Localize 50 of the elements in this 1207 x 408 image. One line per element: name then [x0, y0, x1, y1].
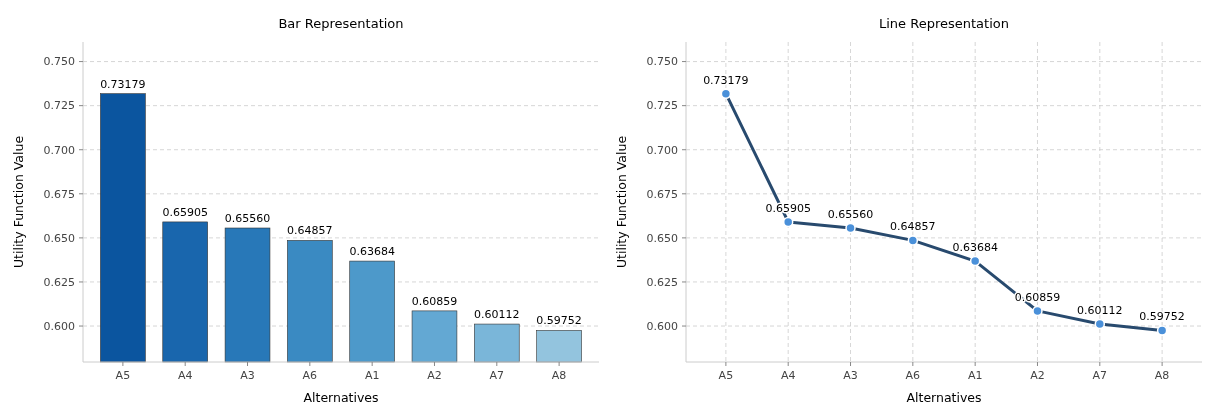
x-tick-label: A6 [302, 369, 318, 382]
y-tick-label: 0.700 [43, 143, 75, 157]
data-label: 0.60112 [474, 308, 520, 322]
y-axis-title: Utility Function Value [11, 135, 26, 269]
x-tick-label: A1 [967, 369, 983, 382]
x-tick-label: A5 [718, 369, 734, 382]
x-tick-label: A2 [1030, 369, 1045, 382]
data-label: 0.65560 [827, 208, 874, 222]
y-tick-label: 0.600 [43, 319, 75, 333]
data-label: 0.60112 [1077, 304, 1123, 318]
y-tick-label: 0.750 [646, 55, 678, 69]
y-tick-label: 0.675 [43, 187, 75, 201]
x-tick-label: A3 [240, 369, 255, 382]
y-tick-label: 0.725 [646, 99, 678, 113]
y-axis-title: Utility Function Value [614, 135, 629, 269]
y-tick-label: 0.700 [646, 143, 678, 157]
x-tick-label: A3 [843, 369, 858, 382]
x-tick-label: A4 [780, 369, 796, 382]
data-label: 0.73179 [100, 77, 146, 91]
y-tick-label: 0.650 [43, 231, 75, 245]
data-label: 0.65905 [162, 205, 208, 219]
x-tick-label: A4 [177, 369, 193, 382]
x-tick-label: A5 [115, 369, 131, 382]
x-tick-label: A2 [427, 369, 442, 382]
chart-title: Line Representation [879, 16, 1009, 31]
data-label: 0.73179 [703, 73, 749, 87]
data-label: 0.60859 [411, 294, 458, 308]
data-label: 0.63684 [952, 241, 998, 255]
data-label: 0.65560 [224, 212, 271, 226]
y-tick-label: 0.725 [43, 99, 75, 113]
x-tick-label: A7 [1092, 369, 1108, 382]
y-tick-label: 0.675 [646, 187, 678, 201]
y-tick-label: 0.625 [43, 275, 75, 289]
x-tick-label: A7 [489, 369, 505, 382]
x-tick-label: A8 [1154, 369, 1170, 382]
x-tick-label: A1 [364, 369, 380, 382]
data-label: 0.64857 [287, 224, 333, 238]
data-label: 0.63684 [349, 245, 395, 259]
chart-title: Bar Representation [278, 16, 404, 31]
y-tick-label: 0.625 [646, 275, 678, 289]
data-label: 0.59752 [536, 314, 582, 328]
y-tick-label: 0.750 [43, 55, 75, 69]
x-axis-title: Alternatives [906, 390, 982, 405]
x-tick-label: A8 [551, 369, 567, 382]
x-axis-title: Alternatives [303, 390, 379, 405]
data-label: 0.59752 [1139, 310, 1185, 324]
x-tick-label: A6 [905, 369, 921, 382]
y-tick-label: 0.600 [646, 319, 678, 333]
y-tick-label: 0.650 [646, 231, 678, 245]
data-label: 0.64857 [890, 220, 936, 234]
